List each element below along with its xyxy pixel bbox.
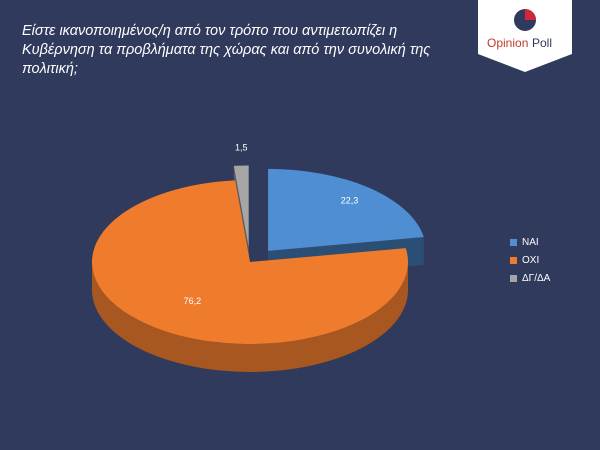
- pie-tops: [92, 165, 424, 344]
- legend-item-oxi: ΟΧΙ: [510, 254, 550, 266]
- legend-label-dgda: ΔΓ/ΔΑ: [522, 272, 551, 284]
- legend-label-nai: ΝΑΙ: [522, 236, 539, 248]
- legend-label-oxi: ΟΧΙ: [522, 254, 540, 266]
- pie-rim-ΟΧΙ: [92, 262, 408, 372]
- legend-swatch-nai: [510, 238, 517, 246]
- data-label-ΔΓ/ΔΑ: 1,5: [235, 143, 248, 153]
- pie-slice-ΟΧΙ: [92, 180, 408, 344]
- logo-wedge-icon: [525, 9, 536, 20]
- legend-swatch-dgda: [510, 274, 517, 282]
- pie-labels: 22,3 76,2 1,5: [184, 143, 359, 307]
- data-label-ΝΑΙ: 22,3: [341, 196, 359, 206]
- logo-text-opinion: Opinion: [487, 36, 528, 50]
- legend-item-dgda: ΔΓ/ΔΑ: [510, 272, 550, 284]
- logo-text-poll: Poll: [532, 36, 552, 50]
- legend-swatch-oxi: [510, 256, 517, 264]
- chart-legend: ΝΑΙ ΟΧΙ ΔΓ/ΔΑ: [510, 236, 550, 290]
- logo-badge-shape: [478, 0, 572, 72]
- question-title: Είστε ικανοποιημένος/η από τον τρόπο που…: [22, 23, 431, 77]
- opinionpoll-logo: Opinion Poll: [478, 0, 572, 72]
- data-label-ΟΧΙ: 76,2: [184, 296, 202, 306]
- pie-slice-ΔΓ/ΔΑ: [233, 165, 249, 248]
- legend-item-nai: ΝΑΙ: [510, 236, 550, 248]
- pie-slice-ΝΑΙ: [268, 168, 424, 251]
